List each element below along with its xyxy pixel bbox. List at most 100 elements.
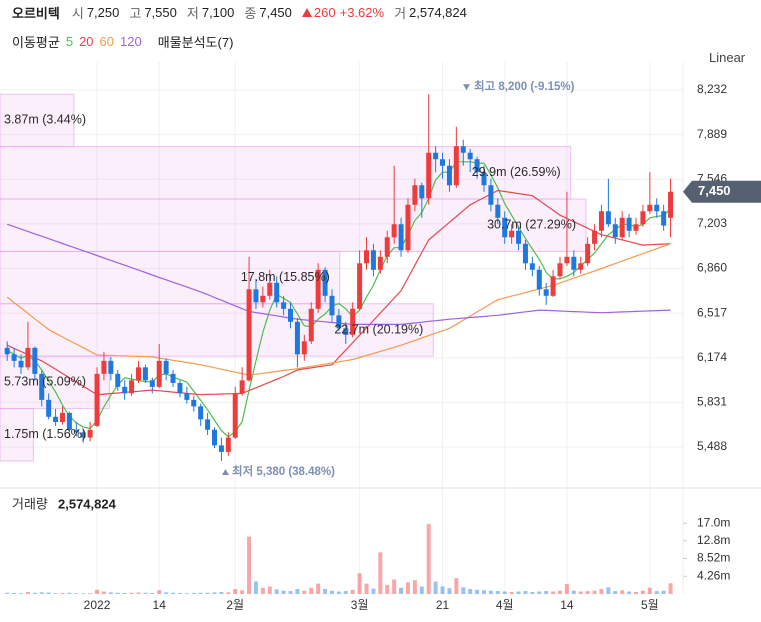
y-tick-label: 6,174 bbox=[697, 350, 727, 364]
volume-bar bbox=[157, 590, 162, 594]
volume-bar bbox=[115, 592, 120, 594]
volume-bar bbox=[67, 592, 72, 594]
volume-bar bbox=[184, 593, 189, 594]
legend-item[interactable]: 5 bbox=[65, 33, 74, 49]
volume-bar bbox=[39, 592, 44, 594]
volume-bar bbox=[95, 589, 100, 594]
candle-body bbox=[661, 211, 667, 226]
candle-body bbox=[163, 360, 169, 374]
candle-body bbox=[32, 347, 38, 374]
volume-last: 2,574,824 bbox=[58, 496, 117, 511]
candle-body bbox=[640, 211, 646, 225]
volume-bar bbox=[219, 591, 224, 594]
legend-item[interactable]: 60 bbox=[99, 33, 115, 49]
price-tag-label: 7,450 bbox=[698, 183, 731, 198]
stat-value: 7,250 bbox=[86, 4, 120, 20]
y-tick-label: 6,860 bbox=[697, 261, 727, 275]
volume-tick-label: 4.26m bbox=[697, 568, 730, 582]
volume-bar bbox=[143, 592, 148, 594]
change-pct: +3.62% bbox=[339, 4, 385, 20]
candle-body bbox=[626, 217, 632, 231]
candle-body bbox=[260, 295, 266, 303]
candle-body bbox=[585, 243, 591, 264]
volume-bar bbox=[364, 583, 369, 594]
legend-item[interactable]: 20 bbox=[79, 33, 94, 49]
volume-bar bbox=[233, 589, 238, 594]
volume-bar bbox=[288, 591, 293, 594]
x-tick-label: 21 bbox=[436, 598, 450, 612]
volume-bar bbox=[81, 593, 86, 594]
volume-tick-label: 12.8m bbox=[697, 533, 730, 547]
stat-label: 종 bbox=[244, 5, 257, 21]
volume-bar bbox=[323, 589, 328, 594]
candle-body bbox=[550, 276, 556, 296]
ma-line bbox=[6, 189, 671, 396]
candle-body bbox=[281, 302, 287, 309]
volume-bar bbox=[523, 591, 528, 594]
candle-body bbox=[94, 373, 100, 426]
candle-body bbox=[543, 289, 549, 296]
volume-bar bbox=[392, 579, 397, 594]
volume-bar bbox=[5, 592, 10, 594]
stat-label: 저 bbox=[186, 5, 199, 21]
volume-bar bbox=[488, 590, 493, 594]
volume-tick-label: 8.52m bbox=[697, 551, 730, 565]
candle-body bbox=[350, 308, 356, 335]
volume-bar bbox=[647, 587, 652, 594]
candle-body bbox=[522, 243, 528, 264]
candle-body bbox=[53, 416, 59, 422]
volume-bar bbox=[433, 581, 438, 594]
candle-body bbox=[619, 217, 625, 238]
candle-body bbox=[142, 367, 148, 381]
profile-bar bbox=[0, 408, 34, 462]
volume-bar bbox=[585, 591, 590, 594]
profile-bar bbox=[0, 303, 434, 357]
volume-bar bbox=[329, 590, 334, 594]
volume-bar bbox=[516, 591, 521, 594]
volume-bar bbox=[25, 591, 30, 594]
candle-body bbox=[115, 373, 121, 387]
volume-bar bbox=[454, 578, 459, 594]
up-icon bbox=[301, 7, 312, 17]
volume-bar bbox=[371, 588, 376, 594]
volume-bar bbox=[316, 583, 321, 594]
profile-label: 22.7m (20.19%) bbox=[334, 322, 423, 336]
volume-bar bbox=[654, 591, 659, 594]
volume-bar bbox=[108, 592, 113, 594]
volume-bar bbox=[502, 591, 507, 594]
volume-bar bbox=[302, 590, 307, 594]
volume-bar bbox=[212, 592, 217, 594]
y-tick-label: 7,203 bbox=[697, 216, 727, 230]
candle-body bbox=[453, 146, 459, 186]
candle-body bbox=[101, 360, 107, 374]
volume-bar bbox=[336, 591, 341, 594]
volume-bar bbox=[53, 593, 58, 594]
y-tick-label: 5,831 bbox=[697, 395, 727, 409]
x-tick-label: 2월 bbox=[226, 598, 244, 612]
candle-body bbox=[108, 360, 114, 374]
volume-bar bbox=[606, 587, 611, 594]
candle-body bbox=[288, 308, 294, 322]
scale-label[interactable]: Linear bbox=[709, 50, 746, 65]
candle-body bbox=[509, 230, 515, 238]
volume-bar bbox=[599, 589, 604, 594]
volume-bar bbox=[253, 581, 258, 594]
volume-bar bbox=[468, 589, 473, 594]
profile-title[interactable]: 매물분석도(7) bbox=[157, 34, 234, 50]
candle-body bbox=[308, 308, 314, 342]
volume-bar bbox=[412, 580, 417, 594]
x-tick-label: 4월 bbox=[496, 598, 514, 612]
low-label: 최저 5,380 (38.48%) bbox=[232, 464, 335, 478]
volume-bar bbox=[634, 591, 639, 594]
candle-body bbox=[170, 373, 176, 383]
volume-bar bbox=[481, 590, 486, 594]
volume-bar bbox=[530, 591, 535, 594]
candle-body bbox=[267, 282, 273, 296]
candle-body bbox=[177, 382, 183, 394]
legend-item[interactable]: 120 bbox=[120, 33, 142, 49]
volume-bar bbox=[564, 584, 569, 594]
change: 260 bbox=[313, 4, 336, 20]
candle-body bbox=[191, 399, 197, 407]
volume-bar bbox=[343, 591, 348, 594]
